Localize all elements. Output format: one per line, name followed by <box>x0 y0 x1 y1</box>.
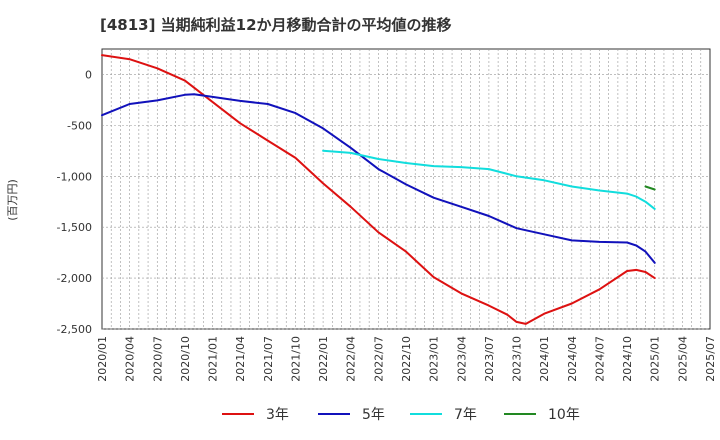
x-tick-label: 2022/07 <box>372 336 385 382</box>
x-tick-label: 2023/04 <box>455 336 468 382</box>
y-axis-label: (百万円) <box>6 179 19 221</box>
x-tick-label: 2025/04 <box>676 336 689 382</box>
x-tick-label: 2020/07 <box>151 336 164 382</box>
series-line-1 <box>101 93 656 264</box>
x-tick-label: 2020/04 <box>124 336 137 382</box>
y-tick-label: -2,500 <box>57 323 92 336</box>
y-tick-label: -1,500 <box>57 221 92 234</box>
legend-label: 5年 <box>362 407 385 423</box>
series-line-0 <box>101 54 656 325</box>
x-tick-label: 2023/10 <box>511 336 524 382</box>
legend-label: 3年 <box>266 407 289 423</box>
y-tick-label: 0 <box>85 68 92 81</box>
legend-label: 7年 <box>454 407 477 423</box>
series-lines <box>101 54 656 325</box>
grid-lines <box>102 49 710 330</box>
x-tick-label: 2025/07 <box>704 336 717 382</box>
x-tick-label: 2022/04 <box>345 336 358 382</box>
x-tick-label: 2021/04 <box>234 336 247 382</box>
x-tick-label: 2020/10 <box>179 336 192 382</box>
x-tick-label: 2021/07 <box>262 336 275 382</box>
x-tick-label: 2025/01 <box>649 336 662 382</box>
x-tick-label: 2020/01 <box>96 336 109 382</box>
x-tick-label: 2023/07 <box>483 336 496 382</box>
x-tick-labels: 2020/01 2020/04 2020/07 2020/10 2021/01 2021/… <box>96 336 717 382</box>
legend-label: 10年 <box>548 407 580 423</box>
x-tick-label: 2022/10 <box>400 336 413 382</box>
y-tick-label: -500 <box>67 119 92 132</box>
y-tick-label: -2,000 <box>57 272 92 285</box>
x-tick-label: 2021/10 <box>289 336 302 382</box>
y-tick-label: -1,000 <box>57 170 92 183</box>
series-line-3 <box>644 185 656 191</box>
x-tick-label: 2022/01 <box>317 336 330 382</box>
x-tick-label: 2021/01 <box>207 336 220 382</box>
series-line-2 <box>322 149 656 210</box>
x-tick-label: 2023/01 <box>428 336 441 382</box>
x-tick-label: 2024/04 <box>566 336 579 382</box>
x-tick-label: 2024/10 <box>621 336 634 382</box>
legend: 3年 5年 7年 10年 <box>222 407 580 423</box>
y-tick-labels: 0 -500 -1,000 -1,500 -2,000 -2,500 <box>57 68 92 336</box>
chart-title: [4813] 当期純利益12か月移動合計の平均値の推移 <box>100 16 452 34</box>
x-tick-label: 2024/01 <box>538 336 551 382</box>
x-tick-label: 2024/07 <box>593 336 606 382</box>
